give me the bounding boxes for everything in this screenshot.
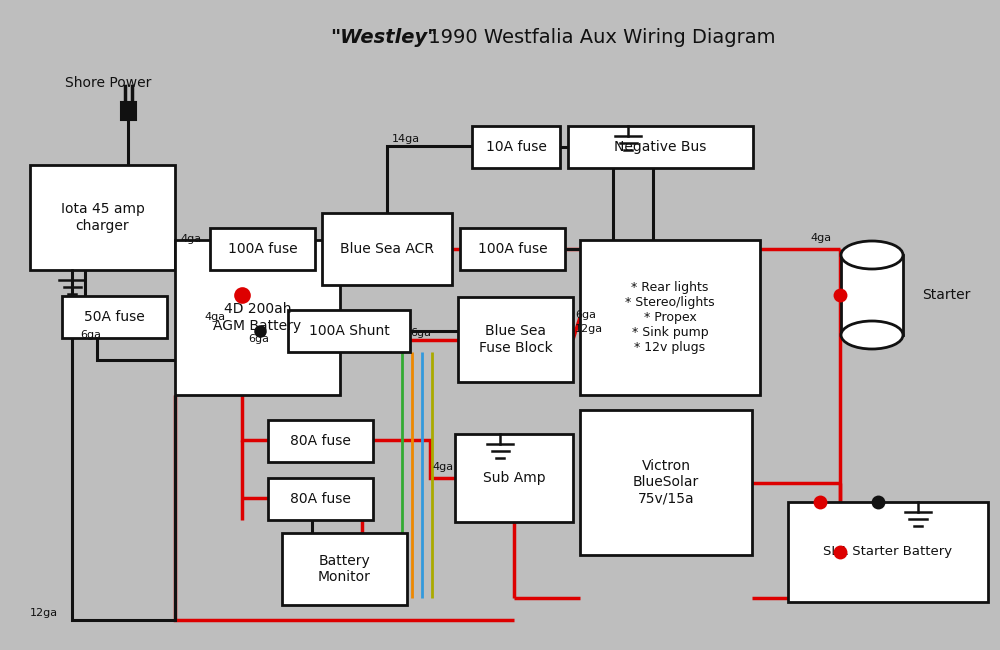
Text: SLA Starter Battery: SLA Starter Battery xyxy=(823,545,953,558)
Text: 6ga: 6ga xyxy=(410,328,431,338)
FancyBboxPatch shape xyxy=(455,434,573,522)
Text: Negative Bus: Negative Bus xyxy=(614,140,707,154)
FancyBboxPatch shape xyxy=(62,296,167,338)
Text: 4ga: 4ga xyxy=(810,233,831,243)
Text: 12ga: 12ga xyxy=(575,324,603,335)
FancyBboxPatch shape xyxy=(788,502,988,602)
FancyBboxPatch shape xyxy=(30,165,175,270)
FancyBboxPatch shape xyxy=(282,533,407,605)
Text: 4ga: 4ga xyxy=(432,462,453,472)
Text: 80A fuse: 80A fuse xyxy=(290,434,351,448)
FancyBboxPatch shape xyxy=(268,420,373,462)
Text: 80A fuse: 80A fuse xyxy=(290,492,351,506)
Text: Blue Sea ACR: Blue Sea ACR xyxy=(340,242,434,256)
FancyBboxPatch shape xyxy=(460,228,565,270)
FancyBboxPatch shape xyxy=(175,240,340,395)
FancyBboxPatch shape xyxy=(210,228,315,270)
Text: Sub Amp: Sub Amp xyxy=(483,471,545,485)
Text: Starter: Starter xyxy=(922,288,970,302)
FancyBboxPatch shape xyxy=(580,240,760,395)
Text: 1990 Westfalia Aux Wiring Diagram: 1990 Westfalia Aux Wiring Diagram xyxy=(422,28,776,47)
Text: 4D 200ah
AGM Battery: 4D 200ah AGM Battery xyxy=(213,302,302,333)
Text: 4ga: 4ga xyxy=(180,234,201,244)
Text: 100A fuse: 100A fuse xyxy=(478,242,547,256)
Text: 6ga: 6ga xyxy=(575,310,596,320)
Text: 100A fuse: 100A fuse xyxy=(228,242,297,256)
FancyBboxPatch shape xyxy=(841,255,903,335)
Text: 4ga: 4ga xyxy=(204,312,225,322)
FancyBboxPatch shape xyxy=(268,478,373,520)
Text: Iota 45 amp
charger: Iota 45 amp charger xyxy=(61,202,144,233)
Text: 100A Shunt: 100A Shunt xyxy=(309,324,389,338)
Text: * Rear lights
* Stereo/lights
* Propex
* Sink pump
* 12v plugs: * Rear lights * Stereo/lights * Propex *… xyxy=(625,281,715,354)
FancyBboxPatch shape xyxy=(472,126,560,168)
Text: 6ga: 6ga xyxy=(80,330,101,340)
Text: 10A fuse: 10A fuse xyxy=(486,140,546,154)
Text: Victron
BlueSolar
75v/15a: Victron BlueSolar 75v/15a xyxy=(633,460,699,506)
Text: Blue Sea
Fuse Block: Blue Sea Fuse Block xyxy=(479,324,552,355)
FancyBboxPatch shape xyxy=(120,102,136,120)
Text: 14ga: 14ga xyxy=(392,134,420,144)
Text: Shore Power: Shore Power xyxy=(65,76,151,90)
Text: Battery
Monitor: Battery Monitor xyxy=(318,554,371,584)
Text: 50A fuse: 50A fuse xyxy=(84,310,145,324)
Text: 6ga: 6ga xyxy=(248,334,269,344)
FancyBboxPatch shape xyxy=(288,310,410,352)
Ellipse shape xyxy=(841,321,903,349)
FancyBboxPatch shape xyxy=(568,126,753,168)
Text: "Westley": "Westley" xyxy=(330,28,437,47)
FancyBboxPatch shape xyxy=(322,213,452,285)
Ellipse shape xyxy=(841,241,903,269)
Text: 12ga: 12ga xyxy=(30,608,58,618)
FancyBboxPatch shape xyxy=(458,297,573,382)
FancyBboxPatch shape xyxy=(580,410,752,555)
